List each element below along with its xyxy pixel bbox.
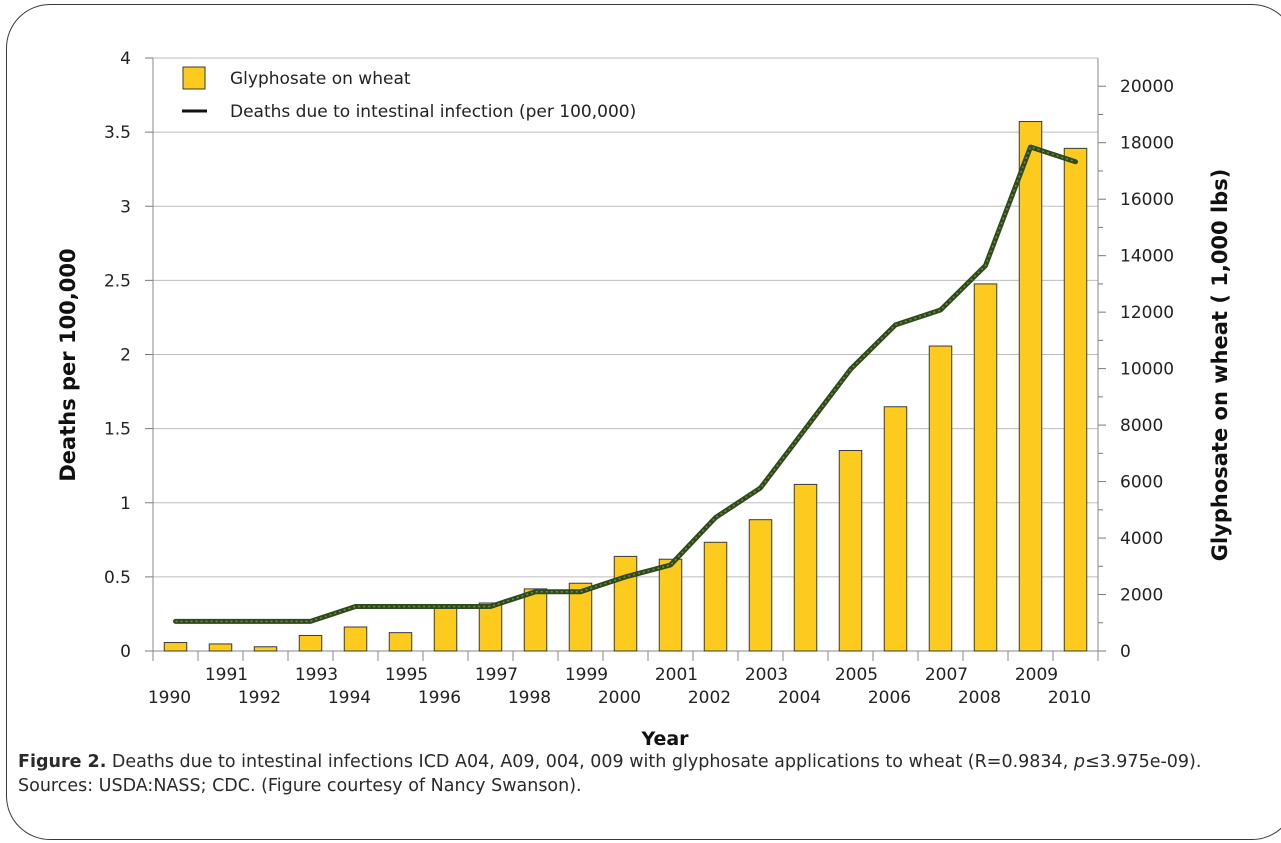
- bar-glyphosate-2006: [883, 406, 908, 652]
- x-tick-label: 1992: [238, 688, 281, 708]
- line-deaths-texture: [175, 146, 1076, 623]
- bar-glyphosate-1992: [253, 646, 278, 652]
- x-tick-label: 2005: [835, 665, 878, 685]
- left-tick-label: 1.5: [104, 420, 131, 440]
- caption-p: p: [1073, 752, 1085, 772]
- bar-glyphosate-1996: [433, 605, 458, 652]
- caption-text-b: ≤3.975e-09). Sources: USDA:NASS; CDC. (F…: [18, 752, 1202, 796]
- bar-glyphosate-2002: [703, 541, 728, 652]
- figure-caption: Figure 2. Deaths due to intestinal infec…: [18, 750, 1278, 798]
- bar-glyphosate-1998: [523, 588, 548, 652]
- bar-glyphosate-2009: [1018, 121, 1043, 652]
- x-tick-label: 2006: [868, 688, 911, 708]
- left-tick-label: 3.5: [104, 123, 131, 143]
- bar-glyphosate-2005: [838, 450, 863, 652]
- x-tick-label: 2007: [925, 665, 968, 685]
- x-tick-label: 1998: [508, 688, 551, 708]
- x-tick-label: 2010: [1048, 688, 1091, 708]
- right-tick-label: 0: [1120, 642, 1131, 662]
- x-tick-label: 2003: [745, 665, 788, 685]
- left-tick-label: 1: [120, 494, 131, 514]
- caption-label: Figure 2.: [18, 752, 107, 772]
- legend-label-deaths: Deaths due to intestinal infection (per …: [230, 102, 636, 122]
- bar-glyphosate-1995: [388, 632, 413, 652]
- bar-glyphosate-2007: [928, 345, 953, 652]
- x-tick-label: 1993: [295, 665, 338, 685]
- right-tick-label: 6000: [1120, 473, 1163, 493]
- bar-glyphosate-1997: [478, 602, 503, 652]
- bar-glyphosate-1994: [343, 626, 368, 652]
- left-tick-label: 0.5: [104, 568, 131, 588]
- bar-glyphosate-1999: [568, 582, 593, 652]
- bar-glyphosate-2008: [973, 283, 998, 652]
- right-tick-label: 20000: [1120, 77, 1174, 97]
- left-tick-label: 2: [120, 346, 131, 366]
- x-tick-label: 1990: [148, 688, 191, 708]
- bar-glyphosate-2004: [793, 483, 818, 652]
- right-axis-title: Glyphosate on wheat ( 1,000 lbs): [1208, 169, 1232, 562]
- left-tick-label: 4: [120, 49, 131, 69]
- caption-text-a: Deaths due to intestinal infections ICD …: [106, 752, 1074, 772]
- x-tick-label: 2002: [688, 688, 731, 708]
- x-tick-label: 1996: [418, 688, 461, 708]
- right-tick-label: 8000: [1120, 416, 1163, 436]
- x-tick-label: 2000: [598, 688, 641, 708]
- x-tick-label: 2001: [655, 665, 698, 685]
- bar-glyphosate-2010: [1063, 147, 1088, 652]
- x-tick-label: 2008: [958, 688, 1001, 708]
- bar-glyphosate-2000: [613, 555, 638, 652]
- x-tick-label: 1999: [565, 665, 608, 685]
- left-tick-label: 0: [120, 642, 131, 662]
- left-tick-label: 2.5: [104, 271, 131, 291]
- left-tick-label: 3: [120, 197, 131, 217]
- x-tick-label: 1994: [328, 688, 371, 708]
- right-tick-label: 12000: [1120, 303, 1174, 323]
- x-axis-title: Year: [640, 728, 689, 750]
- bar-glyphosate-2001: [658, 558, 683, 652]
- right-tick-label: 4000: [1120, 529, 1163, 549]
- bar-glyphosate-2003: [748, 519, 773, 652]
- x-tick-label: 2009: [1015, 665, 1058, 685]
- x-tick-label: 1995: [385, 665, 428, 685]
- right-tick-label: 18000: [1120, 134, 1174, 154]
- right-tick-label: 2000: [1120, 586, 1163, 606]
- right-tick-label: 16000: [1120, 190, 1174, 210]
- x-tick-label: 2004: [778, 688, 821, 708]
- x-tick-label: 1991: [205, 665, 248, 685]
- right-tick-label: 10000: [1120, 360, 1174, 380]
- right-tick-label: 14000: [1120, 247, 1174, 267]
- bar-glyphosate-1993: [298, 634, 323, 652]
- x-tick-label: 1997: [475, 665, 518, 685]
- bar-glyphosate-1990: [163, 642, 188, 652]
- legend-label-glyphosate: Glyphosate on wheat: [230, 69, 411, 89]
- figure-frame: [6, 4, 1281, 840]
- bar-glyphosate-1991: [208, 643, 233, 652]
- legend-swatch-glyphosate: [182, 66, 206, 90]
- left-axis-title: Deaths per 100,000: [56, 248, 80, 481]
